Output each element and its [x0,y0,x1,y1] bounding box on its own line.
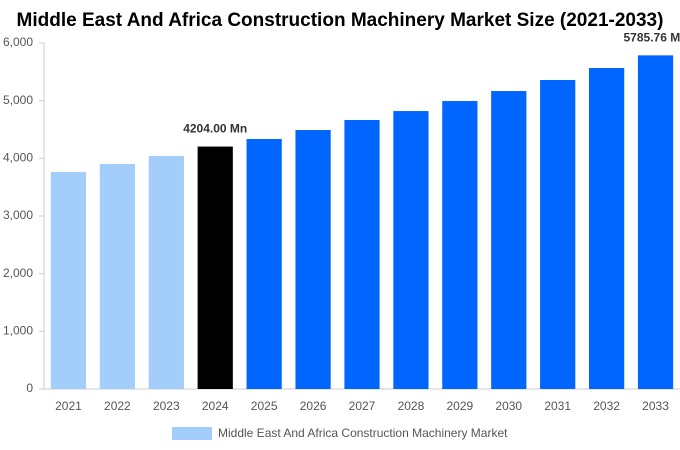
y-tick-label: 4,000 [3,151,33,165]
value-label: 5785.76 Mn [624,31,680,45]
bar [637,55,674,390]
y-tick-label: 5,000 [3,93,33,107]
x-tick-label: 2030 [495,399,522,413]
x-tick-label: 2026 [300,399,327,413]
y-tick-label: 6,000 [3,35,33,49]
x-tick-label: 2021 [55,399,82,413]
bar [197,146,233,389]
bar [393,111,429,390]
x-tick-label: 2027 [349,399,376,413]
legend-label: Middle East And Africa Construction Mach… [218,426,508,440]
x-tick-label: 2022 [104,399,131,413]
bar [442,101,478,389]
bar [344,119,380,390]
legend-swatch [172,427,212,440]
y-tick-label: 3,000 [3,208,33,222]
y-tick-label: 2,000 [3,266,33,280]
bar [99,163,135,389]
x-tick-label: 2033 [642,399,669,413]
bar [295,130,331,390]
bar [540,80,576,389]
x-tick-label: 2031 [544,399,571,413]
x-tick-label: 2029 [446,399,473,413]
x-tick-label: 2028 [398,399,425,413]
bar [50,172,87,389]
x-tick-label: 2024 [202,399,229,413]
x-tick-label: 2023 [153,399,180,413]
y-tick-label: 0 [26,381,33,395]
chart-title: Middle East And Africa Construction Mach… [17,10,664,31]
y-tick-label: 1,000 [3,324,33,338]
value-label: 4204.00 Mn [183,122,247,136]
x-tick-label: 2032 [593,399,620,413]
bar [148,156,184,389]
x-tick-label: 2025 [251,399,278,413]
bar [246,139,282,389]
bar [491,91,527,390]
bar [589,68,625,389]
